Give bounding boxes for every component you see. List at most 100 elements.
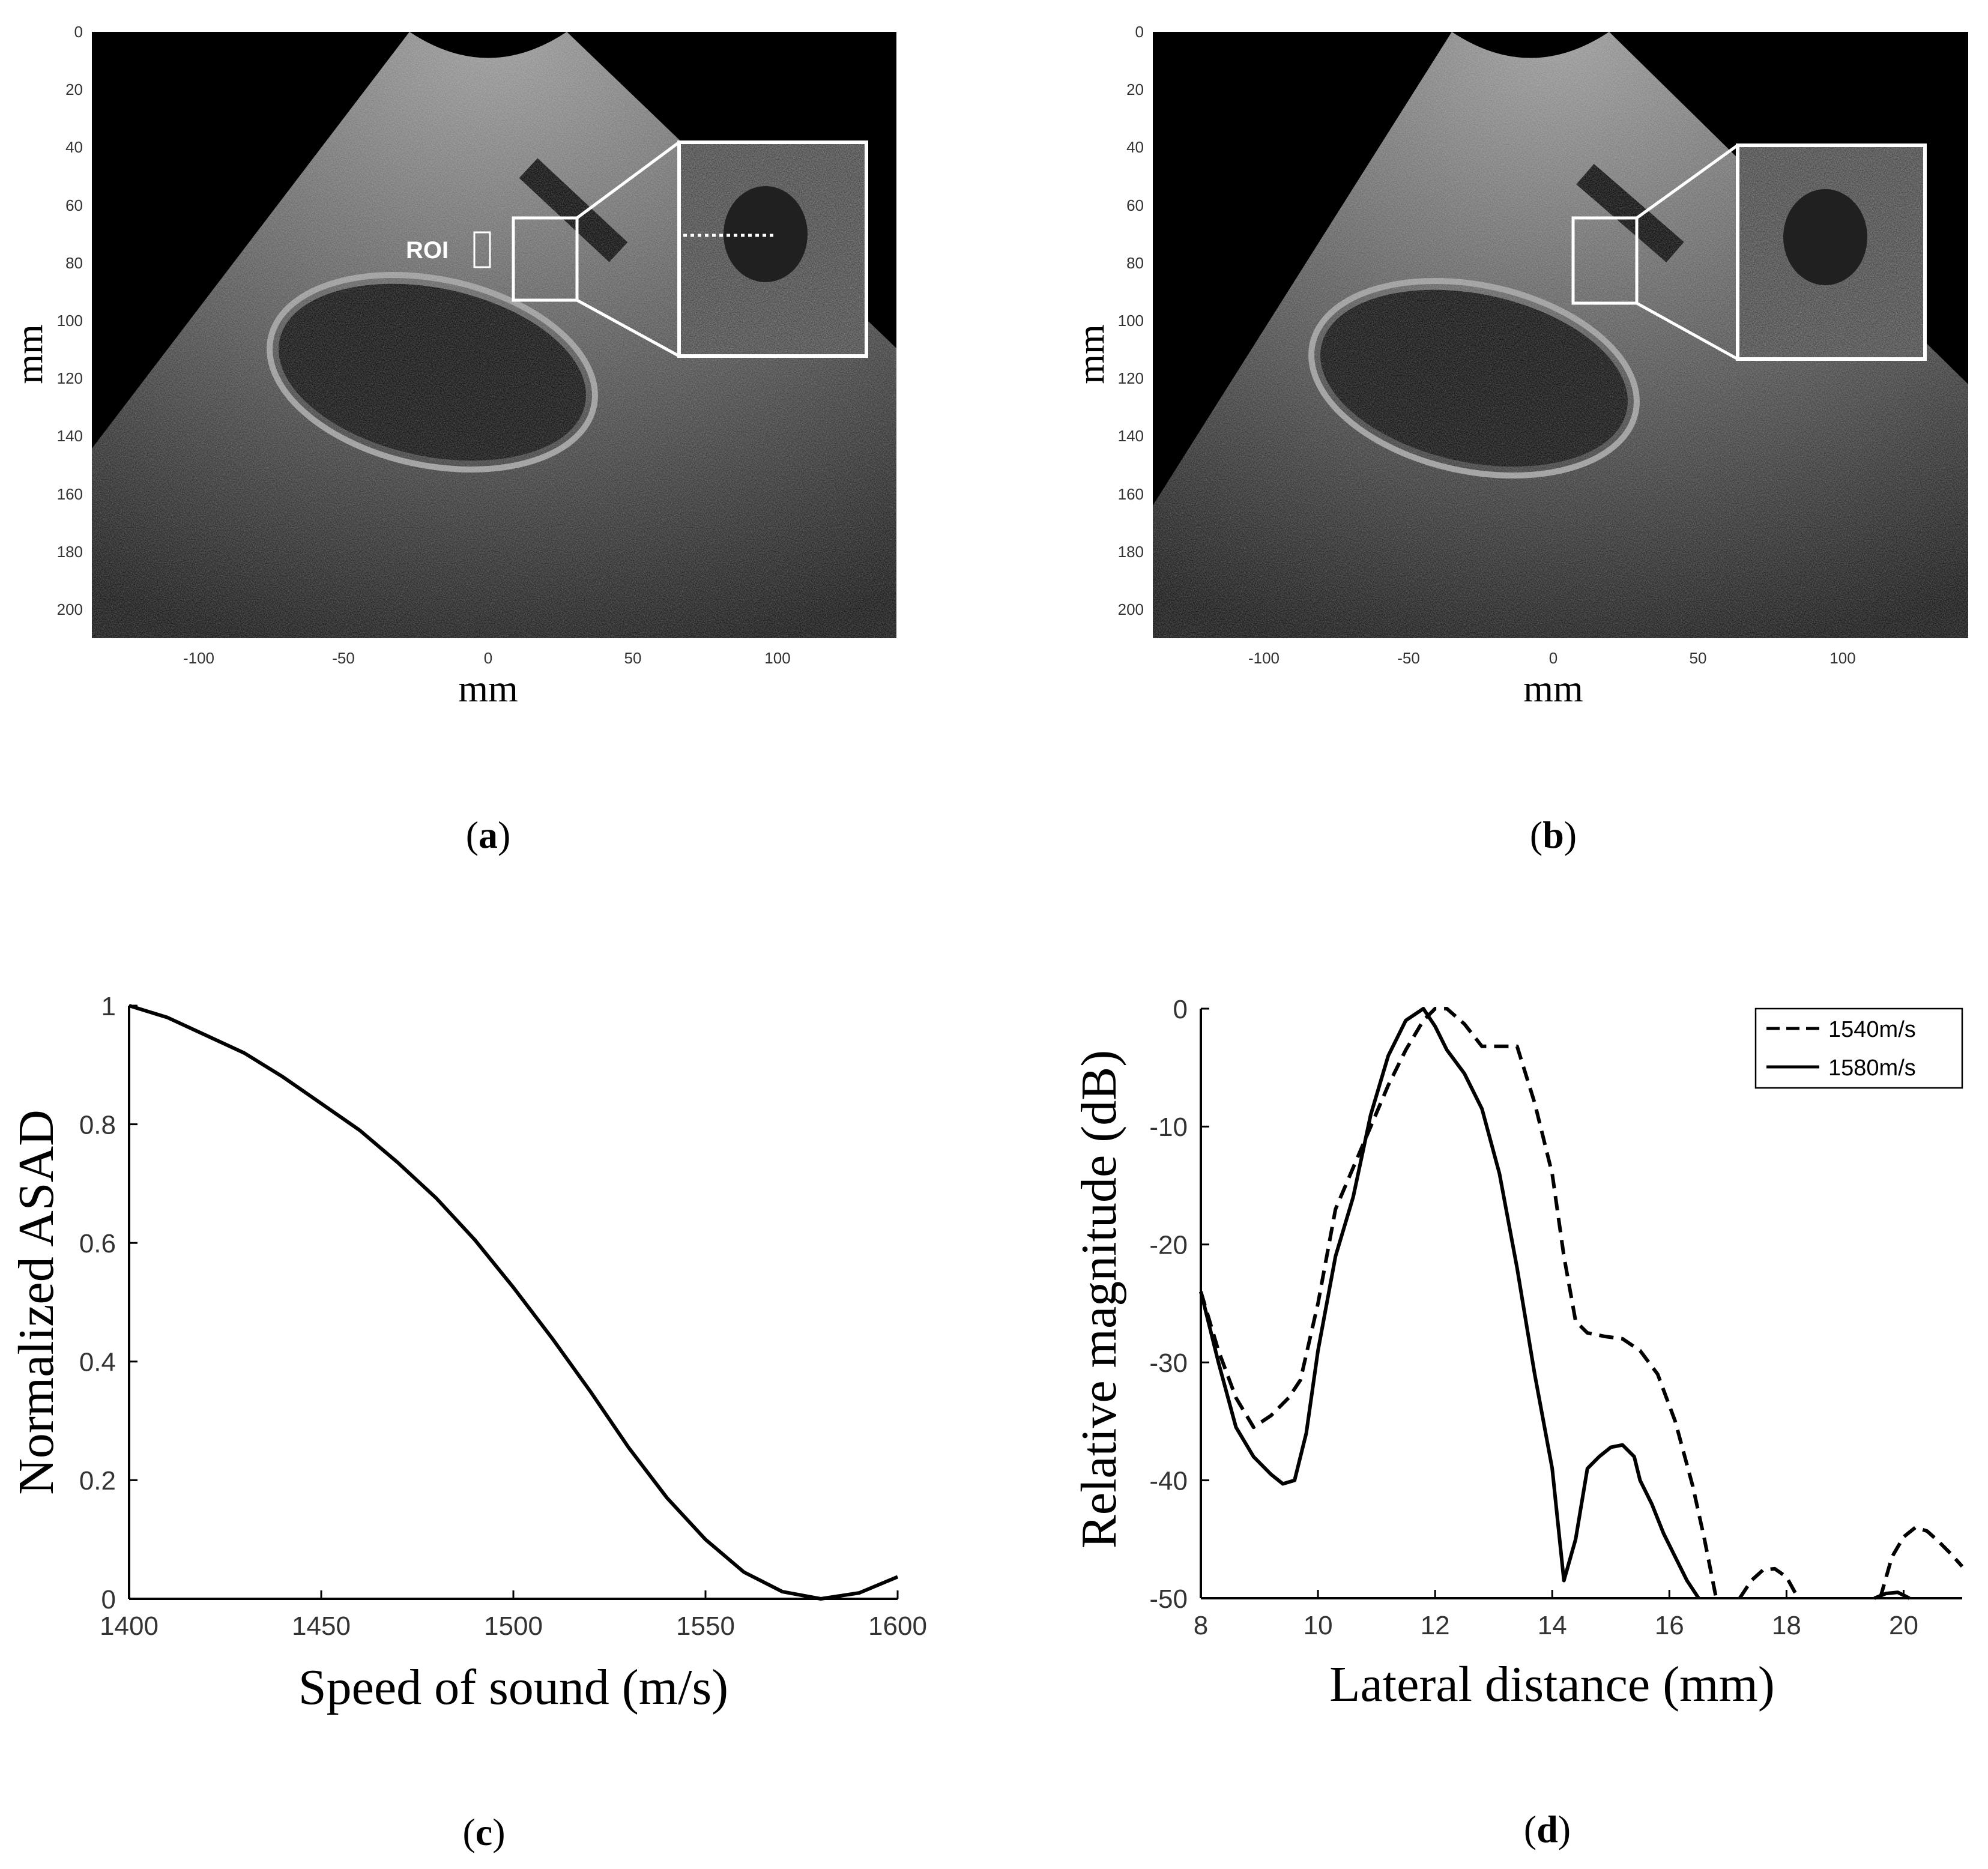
y-tick-a: 80	[65, 254, 83, 272]
y-axis-label-a: mm	[8, 324, 50, 384]
x-tick-a: 100	[764, 649, 790, 667]
x-tick-b: -50	[1397, 649, 1420, 667]
panel-b: 0 20 40 60 80 100 120 140 160 180 200 -1…	[1069, 23, 1968, 856]
roi-bracket-a	[473, 231, 491, 268]
x-axis-ticks-a: -100 -50 0 50 100	[183, 649, 791, 667]
x-ticks-c: 1400 1450 1500 1550 1600	[100, 1590, 927, 1641]
roi-box-b	[1571, 216, 1639, 305]
series-line-d-1540ms	[1878, 1526, 1964, 1599]
x-tick-label-c: 1500	[484, 1611, 543, 1641]
y-tick-label-d: -10	[1149, 1113, 1188, 1142]
legend-label-1540: 1540m/s	[1828, 1017, 1916, 1042]
y-tick-label-c: 0.6	[79, 1229, 116, 1258]
y-axis-label-c: Normalized ASAD	[8, 1110, 64, 1495]
y-tick-b: 80	[1126, 254, 1144, 272]
zoom-connector-bottom-b	[1636, 301, 1739, 361]
x-tick-b: 50	[1690, 649, 1707, 667]
y-tick-label-c: 0	[101, 1585, 116, 1614]
x-tick-label-d: 18	[1772, 1611, 1801, 1640]
x-tick-b: 0	[1549, 649, 1557, 667]
y-tick-label-d: -50	[1149, 1584, 1188, 1614]
y-tick-b: 0	[1135, 23, 1144, 41]
x-tick-a: 0	[484, 649, 492, 667]
x-tick-label-d: 14	[1538, 1611, 1567, 1640]
zoom-inset-a	[677, 140, 868, 358]
panel-label-b: (b)	[1530, 814, 1577, 856]
x-tick-label-d: 16	[1655, 1611, 1684, 1640]
x-tick-label-c: 1550	[676, 1611, 735, 1641]
x-tick-b: -100	[1248, 649, 1280, 667]
roi-box-a	[512, 216, 579, 302]
series-line-d-1580ms	[1873, 1590, 1911, 1600]
series-line-d-1580ms	[1199, 1007, 1700, 1599]
y-tick-b: 160	[1118, 485, 1144, 503]
y-tick-a: 0	[74, 23, 83, 41]
panel-label-d: (d)	[1524, 1808, 1571, 1850]
x-axis-ticks-b: -100 -50 0 50 100	[1248, 649, 1856, 667]
y-tick-label-d: -30	[1149, 1348, 1188, 1378]
y-tick-a: 20	[65, 80, 83, 98]
y-tick-label-c: 0.4	[79, 1348, 116, 1377]
panel-a: ROI 0 20 40 60 80 100 120 140 160 180 20…	[8, 23, 896, 856]
y-tick-a: 180	[57, 543, 83, 561]
x-axis-label-b: mm	[1523, 667, 1583, 710]
series-line-d-1540ms	[1199, 1007, 1718, 1599]
zoom-connector-top-b	[1636, 143, 1739, 220]
legend-box	[1754, 1007, 1963, 1089]
x-tick-label-c: 1400	[100, 1611, 159, 1641]
y-tick-label-d: -20	[1149, 1231, 1188, 1260]
x-tick-label-c: 1450	[292, 1611, 351, 1641]
legend-label-1580: 1580m/s	[1828, 1055, 1916, 1081]
y-tick-label-c: 0.2	[79, 1466, 116, 1496]
x-tick-a: -100	[183, 649, 214, 667]
x-tick-a: -50	[332, 649, 355, 667]
x-axis-label-c: Speed of sound (m/s)	[298, 1659, 728, 1715]
y-tick-a: 60	[65, 196, 83, 214]
y-tick-b: 120	[1118, 369, 1144, 387]
series-line-d-1540ms	[1738, 1566, 1800, 1599]
series-d	[1199, 1007, 1964, 1600]
x-tick-label-c: 1600	[868, 1611, 927, 1641]
x-tick-a: 50	[624, 649, 642, 667]
y-tick-a: 140	[57, 427, 83, 445]
legend-d: 1540m/s 1580m/s	[1754, 1007, 1963, 1089]
y-tick-b: 60	[1126, 196, 1144, 214]
y-tick-b: 200	[1118, 600, 1144, 618]
y-tick-label-c: 0.8	[79, 1110, 116, 1140]
y-tick-a: 160	[57, 485, 83, 503]
y-tick-a: 40	[65, 138, 83, 156]
y-axis-ticks-a: 0 20 40 60 80 100 120 140 160 180 200	[57, 23, 83, 618]
y-tick-b: 180	[1118, 543, 1144, 561]
x-tick-b: 100	[1829, 649, 1855, 667]
panel-label-c: (c)	[462, 1811, 505, 1853]
y-axis-label-b: mm	[1069, 324, 1112, 384]
y-tick-label-d: -40	[1149, 1466, 1188, 1496]
x-axis-label-a: mm	[458, 667, 518, 710]
y-tick-b: 40	[1126, 138, 1144, 156]
y-tick-label-c: 1	[101, 992, 116, 1021]
y-tick-b: 100	[1118, 312, 1144, 330]
zoom-inset-b	[1736, 143, 1927, 361]
series-c	[128, 1004, 899, 1601]
x-tick-label-d: 10	[1304, 1611, 1333, 1640]
y-axis-ticks-b: 0 20 40 60 80 100 120 140 160 180 200	[1118, 23, 1144, 618]
roi-label-a: ROI	[406, 237, 449, 264]
zoom-connector-top-a	[576, 140, 680, 220]
series-line-c-asad	[128, 1004, 899, 1601]
y-tick-label-d: 0	[1173, 995, 1188, 1024]
zoom-connector-bottom-a	[576, 298, 680, 358]
chart-d: 8 10 12 14 16 18 20 0 -10 -20 -30 -40 -50 1540m/s 1…	[1071, 995, 1964, 1850]
y-tick-a: 200	[57, 600, 83, 618]
chart-c: 1400 1450 1500 1550 1600 0 0.2 0.4 0.6 0.8 1 Spee…	[8, 992, 927, 1853]
y-tick-b: 20	[1126, 80, 1144, 98]
x-tick-label-d: 8	[1194, 1611, 1208, 1640]
panel-label-a: (a)	[466, 814, 511, 856]
x-tick-label-d: 12	[1421, 1611, 1450, 1640]
x-axis-label-d: Lateral distance (mm)	[1329, 1656, 1775, 1712]
y-tick-b: 140	[1118, 427, 1144, 445]
y-tick-a: 120	[57, 369, 83, 387]
y-axis-label-d: Relative magnitude (dB)	[1071, 1050, 1127, 1548]
y-ticks-c: 0 0.2 0.4 0.6 0.8 1	[79, 992, 137, 1614]
x-tick-label-d: 20	[1889, 1611, 1918, 1640]
